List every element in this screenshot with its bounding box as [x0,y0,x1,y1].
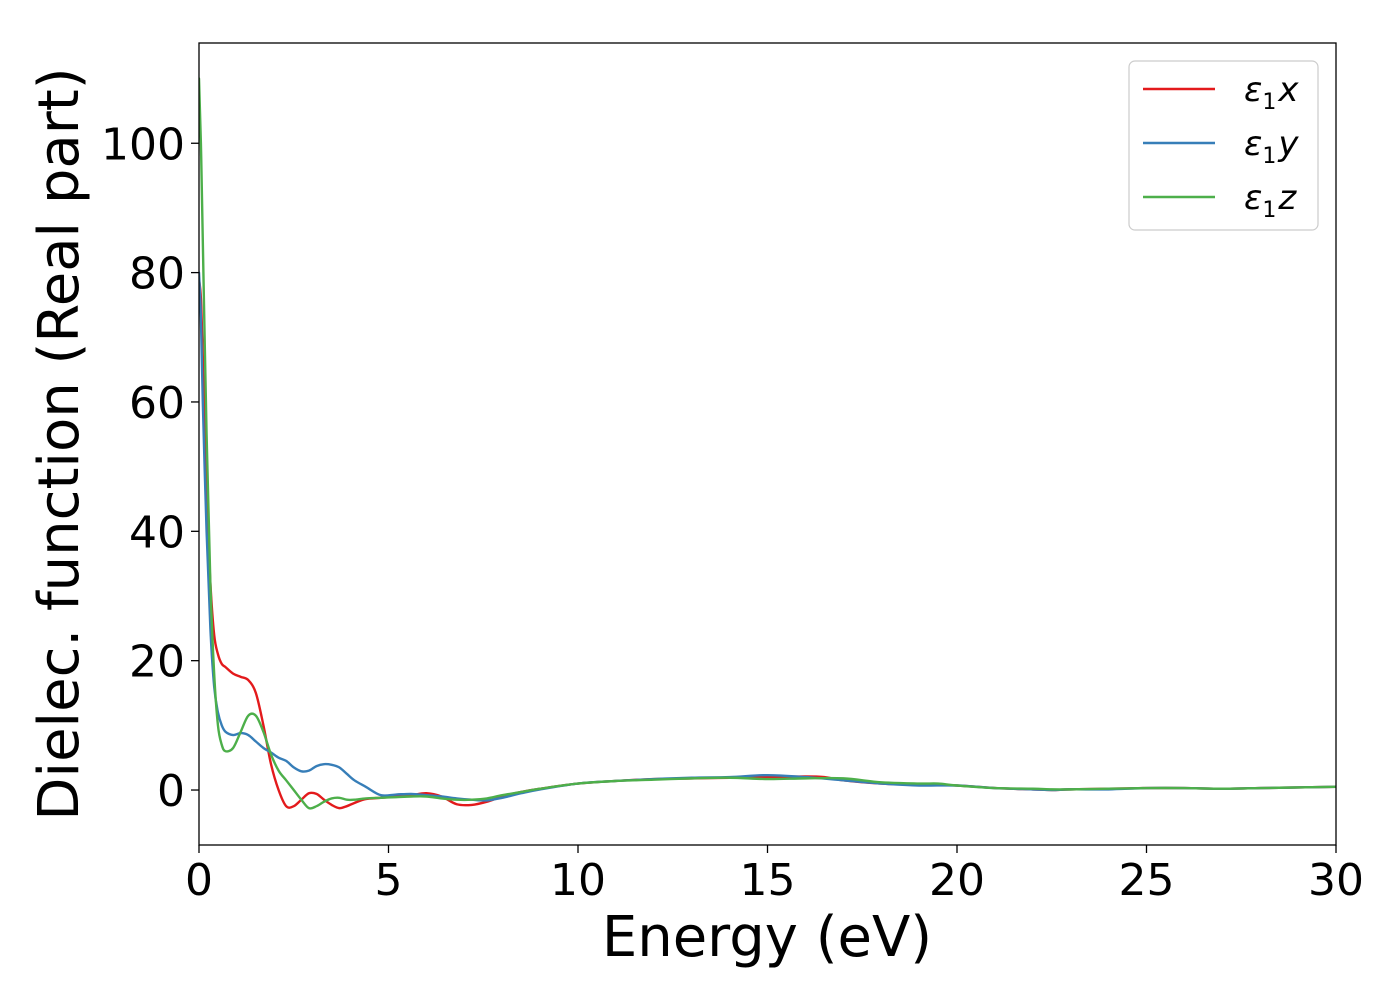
legend-label-y: ε1y [1244,124,1299,169]
series-line-z [199,77,1336,810]
legend-label-x: ε1x [1244,70,1299,115]
x-tick-label: 20 [929,855,985,906]
y-tick-label: 60 [129,378,185,429]
legend-box [1128,60,1319,231]
y-tick-label: 20 [129,637,185,688]
x-axis: 0 5 10 15 20 25 30 [185,845,1364,906]
series-line-x [199,277,1336,810]
x-tick-label: 30 [1308,855,1364,906]
y-tick-label: 40 [129,507,185,558]
y-tick-label: 80 [129,249,185,300]
legend-label-z: ε1z [1244,178,1297,223]
x-tick-label: 0 [185,855,213,906]
x-tick-label: 5 [375,855,403,906]
x-tick-label: 10 [550,855,606,906]
series-line-y [199,271,1336,802]
y-tick-label: 100 [101,119,185,170]
y-tick-label: 0 [157,766,185,817]
x-tick-label: 15 [740,855,796,906]
x-axis-title: Energy (eV) [602,905,932,970]
x-tick-label: 25 [1119,855,1175,906]
series-lines [199,77,1336,810]
y-axis-title: Dielec. function (Real part) [27,67,92,820]
y-axis: 0 20 40 60 80 100 [101,119,199,817]
legend: ε1x ε1y ε1z [1128,60,1319,231]
